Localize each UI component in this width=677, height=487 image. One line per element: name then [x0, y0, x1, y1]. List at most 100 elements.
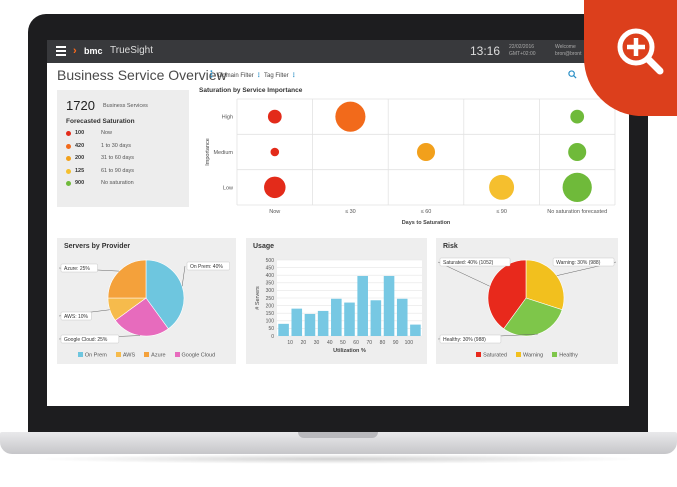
y-tick-label: 100 [266, 319, 275, 325]
legend-swatch-icon [144, 351, 150, 357]
y-tick-label: Low [223, 185, 233, 191]
x-tick-label: 10 [287, 340, 293, 346]
tag-filter[interactable]: Tag Filter ⋮ [264, 73, 297, 79]
saturation-count: 125 [75, 167, 85, 174]
risk-title: Risk [443, 243, 458, 250]
bubble-point[interactable] [570, 109, 585, 124]
x-tick-label: 60 [353, 340, 359, 346]
y-tick-label: 0 [271, 334, 274, 340]
y-tick-label: 300 [266, 288, 275, 294]
laptop-base [0, 432, 677, 454]
usage-bar[interactable] [383, 275, 395, 336]
saturation-label: 31 to 60 days [101, 155, 135, 161]
pie-slice[interactable] [107, 259, 147, 299]
bubble-point[interactable] [335, 101, 366, 132]
slice-leader-line [181, 265, 186, 287]
pie-slice[interactable] [145, 259, 185, 330]
hamburger-menu-icon[interactable] [56, 46, 66, 56]
saturation-label: No saturation [101, 180, 134, 186]
top-bar: › bmc TrueSight 13:16 22/02/2016 GMT+02:0… [47, 40, 629, 63]
x-tick-label: 30 [314, 340, 320, 346]
providers-legend: On Prem AWS Azure Google Cloud [57, 351, 236, 358]
x-tick-label: ≤ 60 [421, 209, 432, 215]
search-icon[interactable] [568, 70, 577, 79]
usage-bar[interactable] [317, 310, 329, 336]
saturation-row: 420 1 to 30 days [66, 143, 186, 152]
saturation-label: 1 to 30 days [101, 142, 131, 149]
pie-slice[interactable] [487, 259, 527, 330]
slice-label: Warning: 30% (988) [556, 260, 601, 266]
zoom-badge[interactable] [584, 0, 677, 116]
screen: › bmc TrueSight 13:16 22/02/2016 GMT+02:0… [47, 40, 629, 406]
legend-swatch-icon [552, 351, 558, 357]
dashboard-content: 1720 Business Services Forecasted Satura… [47, 85, 629, 406]
zoom-in-icon[interactable] [615, 26, 665, 78]
pie-slice[interactable] [114, 297, 169, 337]
legend-item[interactable]: Warning [515, 351, 543, 358]
x-tick-label: 20 [301, 340, 307, 346]
usage-bar[interactable] [357, 275, 368, 336]
x-tick-label: ≤ 30 [345, 209, 356, 215]
x-tick-label: No saturation forecasted [547, 209, 607, 215]
y-tick-label: 250 [266, 296, 275, 302]
bubble-point[interactable] [562, 172, 592, 202]
summary-card: 1720 Business Services Forecasted Satura… [57, 90, 189, 207]
legend-item[interactable]: Google Cloud [174, 351, 215, 358]
bubble-point[interactable] [416, 142, 436, 162]
x-axis-title: Utilization % [333, 348, 366, 354]
slice-label-box [439, 334, 502, 344]
legend-item[interactable]: AWS [115, 351, 135, 358]
usage-bar[interactable] [410, 324, 421, 336]
bubble-point[interactable] [568, 142, 587, 162]
usage-bar[interactable] [396, 298, 408, 336]
x-tick-label: 40 [327, 340, 333, 346]
saturation-row: 125 61 to 90 days [66, 168, 186, 177]
legend-item[interactable]: On Prem [77, 351, 107, 358]
saturation-count: 100 [75, 130, 85, 136]
saturation-label: 61 to 90 days [101, 167, 135, 174]
status-dot-icon [66, 156, 71, 161]
usage-bar[interactable] [304, 313, 316, 336]
x-tick-label: 90 [393, 340, 399, 346]
bubble-point[interactable] [264, 176, 286, 199]
title-options-icon[interactable]: ⋮ [207, 69, 216, 79]
total-services-count: 1720 [66, 98, 95, 113]
saturation-bubble-chart: High Medium Low Now ≤ 30 ≤ 60 ≤ 90 No saturatio… [205, 98, 616, 226]
x-tick-label: 100 [405, 340, 414, 346]
slice-label: Google Cloud: 25% [64, 337, 108, 343]
usage-bar[interactable] [291, 308, 303, 336]
saturation-row: 100 Now [66, 130, 186, 139]
saturation-count: 420 [75, 142, 85, 149]
providers-panel: Servers by Provider On Prem: 40% Google C… [57, 238, 236, 364]
slice-label-box [439, 257, 511, 267]
usage-bar[interactable] [278, 323, 289, 336]
pie-slice[interactable] [525, 259, 565, 311]
bubble-point[interactable] [270, 147, 280, 157]
usage-bar[interactable] [331, 298, 342, 336]
saturation-chart-title: Saturation by Service Importance [199, 87, 303, 94]
user-welcome[interactable]: Welcome bron@bront [555, 44, 582, 57]
domain-filter[interactable]: Domain Filter ⋮ [218, 73, 262, 79]
usage-bar[interactable] [370, 300, 382, 336]
y-axis-title: # Servers [255, 286, 261, 310]
legend-item[interactable]: Azure [144, 351, 166, 358]
legend-item[interactable]: Saturated [476, 351, 507, 358]
laptop-notch [298, 432, 378, 438]
bubble-point[interactable] [267, 109, 282, 124]
laptop-shadow [30, 454, 647, 464]
legend-item[interactable]: Healthy [552, 351, 578, 358]
status-dot-icon [66, 143, 71, 149]
saturation-label: Now [101, 130, 113, 136]
slice-label-box [552, 257, 615, 267]
slice-label: Healthy: 30% (988) [443, 337, 486, 343]
legend-swatch-icon [115, 351, 121, 357]
risk-legend: Saturated Warning Healthy [436, 351, 618, 358]
y-tick-label: High [222, 115, 233, 121]
slice-label-box [60, 311, 92, 321]
legend-swatch-icon [476, 351, 482, 357]
bubble-point[interactable] [489, 174, 515, 200]
slice-label-box [60, 263, 98, 273]
usage-bar[interactable] [344, 302, 355, 336]
x-tick-label: 80 [380, 340, 386, 346]
status-dot-icon [66, 131, 71, 136]
